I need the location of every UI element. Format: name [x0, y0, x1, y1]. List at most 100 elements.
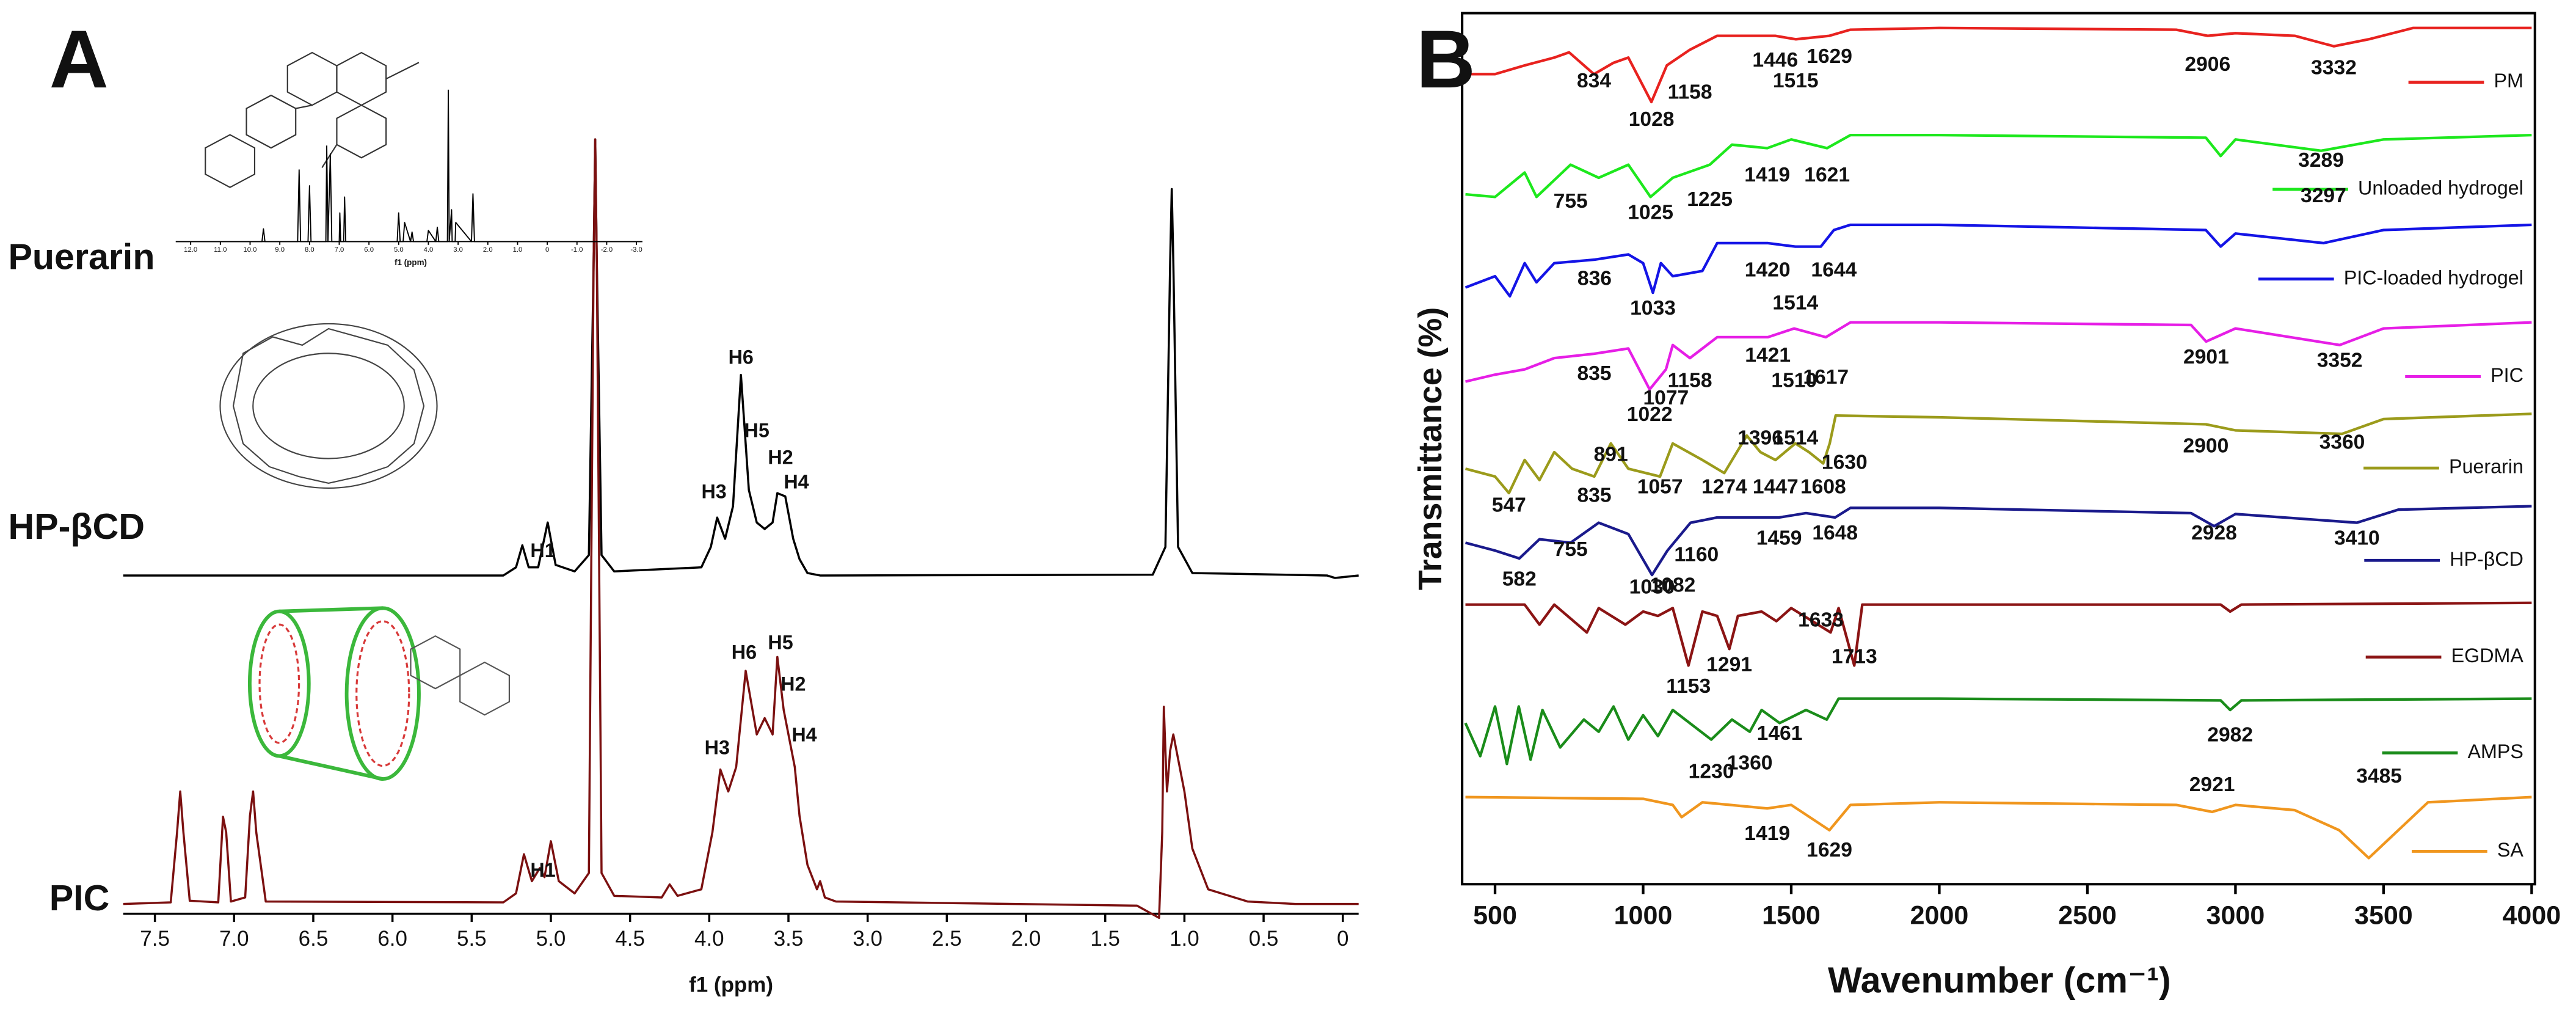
peak-label: 3485 [2356, 765, 2402, 788]
legend-label: HP-βCD [2450, 548, 2523, 570]
x-axis-label: f1 (ppm) [689, 973, 773, 996]
peak-label: 1421 [1745, 344, 1791, 367]
x-tick-label: -2.0 [601, 246, 613, 254]
peak-label: 1033 [1630, 297, 1676, 320]
peak-label: 582 [1502, 568, 1537, 591]
structure-cyclodextrin [219, 323, 438, 489]
legend-label: EGDMA [2451, 645, 2524, 667]
x-tick-label: 4.0 [424, 246, 434, 254]
x-tick-label: 6.0 [377, 927, 407, 951]
spectrum-line [1465, 133, 2532, 199]
x-tick-label: 2500 [2058, 901, 2117, 930]
x-tick-label: 4000 [2503, 901, 2561, 930]
x-tick-label: 11.0 [214, 246, 227, 254]
x-axis-label: Wavenumber (cm⁻¹) [1828, 959, 2171, 1000]
peak-label: 1514 [1772, 292, 1818, 315]
x-tick-label: -1.0 [571, 246, 583, 254]
peak-label: 836 [1577, 268, 1612, 290]
peak-label: 1461 [1757, 722, 1803, 745]
x-tick-label: 2.5 [932, 927, 962, 951]
peak-label: H2 [768, 447, 793, 469]
peak-label: 3289 [2298, 149, 2344, 172]
x-tick-label: 7.0 [219, 927, 249, 951]
panel-letter: B [1416, 13, 1475, 105]
peak-label: 2921 [2189, 773, 2235, 796]
x-tick-label: 2000 [1910, 901, 1969, 930]
peak-label: 2906 [2185, 53, 2230, 76]
peak-label: 1617 [1803, 366, 1849, 389]
peak-label: 3352 [2317, 349, 2363, 372]
x-tick-label: 3.0 [853, 927, 882, 951]
peak-label: H3 [701, 481, 726, 503]
legend-label: Unloaded hydrogel [2358, 177, 2523, 199]
peak-label: 1629 [1806, 45, 1852, 68]
peak-label: 834 [1577, 70, 1611, 92]
x-tick-label: 10.0 [244, 246, 257, 254]
peak-label: 1028 [1629, 108, 1675, 131]
x-tick-label: 9.0 [275, 246, 285, 254]
peak-label: 1515 [1773, 70, 1819, 92]
peak-label: 1274 [1701, 475, 1747, 498]
y-axis-label: Transmittance (%) [1412, 307, 1449, 590]
peak-label: 3360 [2319, 431, 2365, 454]
x-tick-label: 12.0 [184, 246, 197, 254]
spectrum-line [1464, 223, 2532, 298]
spectrum-line [123, 138, 1359, 579]
peak-label: H5 [744, 420, 770, 442]
peak-label: 1419 [1744, 822, 1790, 845]
x-tick-label: 0.5 [1249, 927, 1279, 951]
x-tick-label: 6.0 [364, 246, 374, 254]
peak-label: 2982 [2207, 724, 2253, 747]
legend-label: PIC [2490, 364, 2523, 386]
peak-label: H6 [729, 346, 754, 368]
peak-label: 1291 [1706, 653, 1752, 676]
legend-label: PM [2494, 70, 2523, 92]
series-label: HP-βCD [8, 506, 144, 547]
peak-label: 1077 [1643, 387, 1689, 409]
peak-label: 891 [1594, 444, 1628, 466]
series-label: Puerarin [8, 236, 155, 277]
x-tick-label: 1.5 [1090, 927, 1120, 951]
peak-label: 3332 [2311, 57, 2357, 79]
series-label: PIC [49, 877, 110, 918]
legend-label: PIC-loaded hydrogel [2344, 266, 2523, 288]
peak-label: 1025 [1628, 201, 1673, 224]
x-tick-label: 0 [545, 246, 549, 254]
peak-label: 1648 [1812, 522, 1858, 544]
peak-label: 1629 [1806, 839, 1852, 861]
peak-label: 2928 [2191, 522, 2237, 544]
structure-puerarin [205, 51, 420, 188]
peak-label: 1153 [1666, 675, 1711, 698]
peak-label: 1230 [1689, 761, 1734, 783]
spectrum-line [1465, 26, 2532, 104]
spectrum-line [175, 89, 642, 243]
peak-label: 1644 [1811, 258, 1857, 281]
x-tick-label: 1.0 [1170, 927, 1199, 951]
panel-letter: A [49, 13, 109, 105]
peak-label: 755 [1554, 538, 1588, 561]
peak-label: 1396 [1737, 427, 1783, 450]
peak-label: 1459 [1756, 527, 1802, 550]
spectrum-line [1464, 505, 2532, 577]
spectrum-line [123, 138, 1359, 919]
peak-label: H5 [768, 632, 793, 654]
peak-label: 1419 [1744, 164, 1790, 186]
x-tick-label: 2.0 [483, 246, 493, 254]
peak-label: 1420 [1745, 258, 1791, 281]
x-axis-label: f1 (ppm) [395, 258, 427, 267]
x-tick-label: 7.0 [335, 246, 344, 254]
peak-label: 1514 [1772, 427, 1818, 450]
peak-label: 1621 [1804, 164, 1850, 186]
x-tick-label: 2.0 [1011, 927, 1041, 951]
legend-label: AMPS [2467, 740, 2523, 762]
peak-label: H3 [705, 737, 730, 759]
peak-label: 1030 [1629, 576, 1675, 598]
peak-label: 1630 [1822, 451, 1868, 474]
peak-label: 1510 [1771, 369, 1817, 392]
peak-label: 1022 [1627, 403, 1673, 426]
peak-label: 1158 [1668, 369, 1712, 392]
peak-label: 1082 [1650, 574, 1696, 597]
peak-label: 835 [1577, 484, 1611, 507]
spectrum-line [1465, 321, 2532, 391]
